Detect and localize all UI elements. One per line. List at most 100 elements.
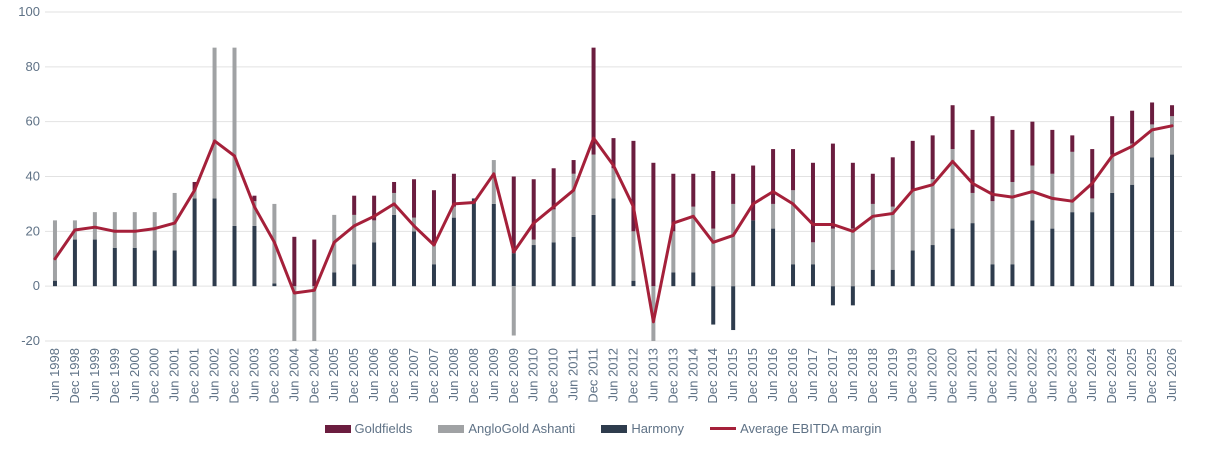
bar-anglogold-ashanti bbox=[152, 212, 157, 251]
bar-harmony bbox=[791, 264, 796, 287]
bar-anglogold-ashanti bbox=[571, 173, 576, 237]
bar-harmony bbox=[830, 286, 835, 306]
x-tick-label: Dec 2010 bbox=[546, 348, 561, 404]
bar-anglogold-ashanti bbox=[611, 168, 616, 199]
x-tick-label: Jun 2025 bbox=[1124, 348, 1139, 402]
bar-harmony bbox=[232, 225, 237, 287]
x-tick-label: Dec 2014 bbox=[705, 348, 720, 404]
x-tick-label: Jun 2002 bbox=[207, 348, 222, 402]
x-tick-label: Jun 2001 bbox=[167, 348, 182, 402]
x-tick-label: Jun 2006 bbox=[366, 348, 381, 402]
x-tick-label: Dec 2017 bbox=[825, 348, 840, 404]
line-average-ebitda-margin bbox=[53, 124, 1174, 324]
bar-goldfields bbox=[890, 157, 895, 207]
bar-harmony bbox=[1030, 220, 1035, 287]
bar-anglogold-ashanti bbox=[691, 206, 696, 273]
x-tick-label: Dec 2008 bbox=[466, 348, 481, 404]
bar-goldfields bbox=[910, 140, 915, 191]
x-tick-label: Dec 2000 bbox=[147, 348, 162, 404]
x-tick-label: Jun 2000 bbox=[127, 348, 142, 402]
bar-harmony bbox=[990, 264, 995, 287]
legend-item-goldfields: Goldfields bbox=[324, 421, 412, 436]
bar-harmony bbox=[1010, 264, 1015, 287]
bar-harmony bbox=[192, 198, 197, 287]
bar-goldfields bbox=[990, 116, 995, 202]
x-tick-label: Jun 2005 bbox=[326, 348, 341, 402]
bar-anglogold-ashanti bbox=[292, 286, 297, 341]
x-tick-label: Jun 2007 bbox=[406, 348, 421, 402]
x-tick-label: Dec 2020 bbox=[945, 348, 960, 404]
bar-harmony bbox=[491, 203, 496, 287]
bar-anglogold-ashanti bbox=[1070, 151, 1075, 213]
bar-series bbox=[52, 47, 1175, 341]
bar-harmony bbox=[1130, 184, 1135, 287]
x-tick-label: Dec 2016 bbox=[785, 348, 800, 404]
bar-anglogold-ashanti bbox=[431, 245, 436, 265]
bar-goldfields bbox=[830, 143, 835, 229]
x-tick-label: Jun 2022 bbox=[1004, 348, 1019, 402]
bar-harmony bbox=[671, 272, 676, 287]
bar-goldfields bbox=[950, 105, 955, 150]
legend-item-harmony: Harmony bbox=[601, 421, 684, 436]
bar-anglogold-ashanti bbox=[890, 206, 895, 270]
y-tick-label: 40 bbox=[26, 169, 40, 184]
bar-anglogold-ashanti bbox=[1150, 124, 1155, 158]
bar-harmony bbox=[531, 245, 536, 287]
bar-anglogold-ashanti bbox=[850, 228, 855, 287]
bar-goldfields bbox=[451, 173, 456, 207]
bar-goldfields bbox=[571, 160, 576, 174]
bar-anglogold-ashanti bbox=[930, 179, 935, 246]
legend-swatch-goldfields bbox=[324, 424, 351, 433]
bar-goldfields bbox=[711, 171, 716, 229]
bar-anglogold-ashanti bbox=[372, 220, 377, 243]
x-tick-label: Dec 2007 bbox=[426, 348, 441, 404]
bar-anglogold-ashanti bbox=[352, 214, 357, 265]
bar-harmony bbox=[1070, 212, 1075, 287]
x-tick-label: Jun 2023 bbox=[1044, 348, 1059, 402]
x-tick-label: Dec 2024 bbox=[1104, 348, 1119, 404]
bar-goldfields bbox=[771, 149, 776, 204]
bar-harmony bbox=[850, 286, 855, 306]
bar-anglogold-ashanti bbox=[232, 47, 237, 226]
y-tick-label: 0 bbox=[33, 278, 40, 293]
legend: Goldfields AngloGold Ashanti Harmony Ave… bbox=[0, 421, 1206, 436]
bar-harmony bbox=[890, 269, 895, 287]
x-tick-label: Dec 2005 bbox=[346, 348, 361, 404]
bar-harmony bbox=[332, 272, 337, 287]
bar-anglogold-ashanti bbox=[591, 154, 596, 215]
bar-goldfields bbox=[192, 181, 197, 191]
bar-harmony bbox=[431, 264, 436, 287]
legend-swatch-ebitda bbox=[710, 427, 737, 430]
y-axis: -20 0 20 40 60 80 100 bbox=[18, 4, 40, 348]
bar-goldfields bbox=[1110, 116, 1115, 155]
x-tick-label: Dec 2015 bbox=[745, 348, 760, 404]
x-tick-label: Dec 2002 bbox=[227, 348, 242, 404]
x-tick-label: Dec 2019 bbox=[905, 348, 920, 404]
bar-anglogold-ashanti bbox=[791, 190, 796, 265]
bar-anglogold-ashanti bbox=[451, 206, 456, 218]
bar-harmony bbox=[810, 264, 815, 287]
bar-harmony bbox=[930, 245, 935, 287]
x-tick-label: Dec 2012 bbox=[625, 348, 640, 404]
x-tick-label: Jun 2008 bbox=[446, 348, 461, 402]
bar-anglogold-ashanti bbox=[212, 47, 217, 199]
bar-harmony bbox=[372, 242, 377, 287]
x-tick-label: Jun 2021 bbox=[965, 348, 980, 402]
x-tick-label: Jun 2011 bbox=[566, 348, 581, 401]
x-tick-label: Jun 2013 bbox=[645, 348, 660, 402]
bar-goldfields bbox=[412, 179, 417, 218]
bar-harmony bbox=[511, 253, 516, 287]
bar-anglogold-ashanti bbox=[711, 228, 716, 287]
x-tick-label: Dec 2004 bbox=[306, 348, 321, 404]
bar-goldfields bbox=[392, 181, 397, 193]
bar-harmony bbox=[412, 231, 417, 287]
bar-anglogold-ashanti bbox=[52, 220, 57, 281]
bar-anglogold-ashanti bbox=[771, 203, 776, 229]
bar-goldfields bbox=[850, 162, 855, 229]
bar-goldfields bbox=[731, 173, 736, 204]
x-tick-label: Jun 2019 bbox=[885, 348, 900, 402]
bar-anglogold-ashanti bbox=[990, 201, 995, 265]
bar-goldfields bbox=[1130, 110, 1135, 144]
bar-goldfields bbox=[791, 149, 796, 191]
x-tick-label: Jun 2024 bbox=[1084, 348, 1099, 402]
